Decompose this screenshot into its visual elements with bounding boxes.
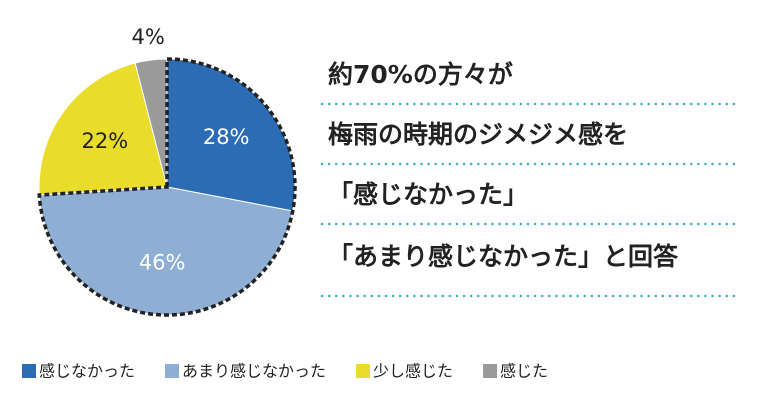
legend-label: あまり感じなかった xyxy=(182,362,326,381)
annotation: 梅雨の時期のジメジメ感を xyxy=(328,120,628,149)
legend-label: 少し感じた xyxy=(373,362,453,381)
annotation: 「あまり感じなかった」と回答 xyxy=(328,242,679,271)
legend-label: 感じた xyxy=(500,362,548,381)
data-label: 28% xyxy=(203,125,250,149)
pie-slice xyxy=(134,58,168,188)
annotation: 「感じなかった」 xyxy=(328,180,528,209)
legend-swatch xyxy=(165,364,180,378)
legend-swatch xyxy=(22,364,36,378)
highlight-outline xyxy=(37,57,297,317)
legend-label: 感じなかった xyxy=(39,362,135,381)
data-label: 22% xyxy=(82,129,129,153)
data-label: 46% xyxy=(139,251,186,275)
pie-slice xyxy=(38,62,168,196)
annotation: 約70%の方々が xyxy=(328,60,513,89)
legend-swatch xyxy=(356,364,371,378)
legend-swatch xyxy=(483,364,498,378)
data-label: 4% xyxy=(132,25,165,49)
